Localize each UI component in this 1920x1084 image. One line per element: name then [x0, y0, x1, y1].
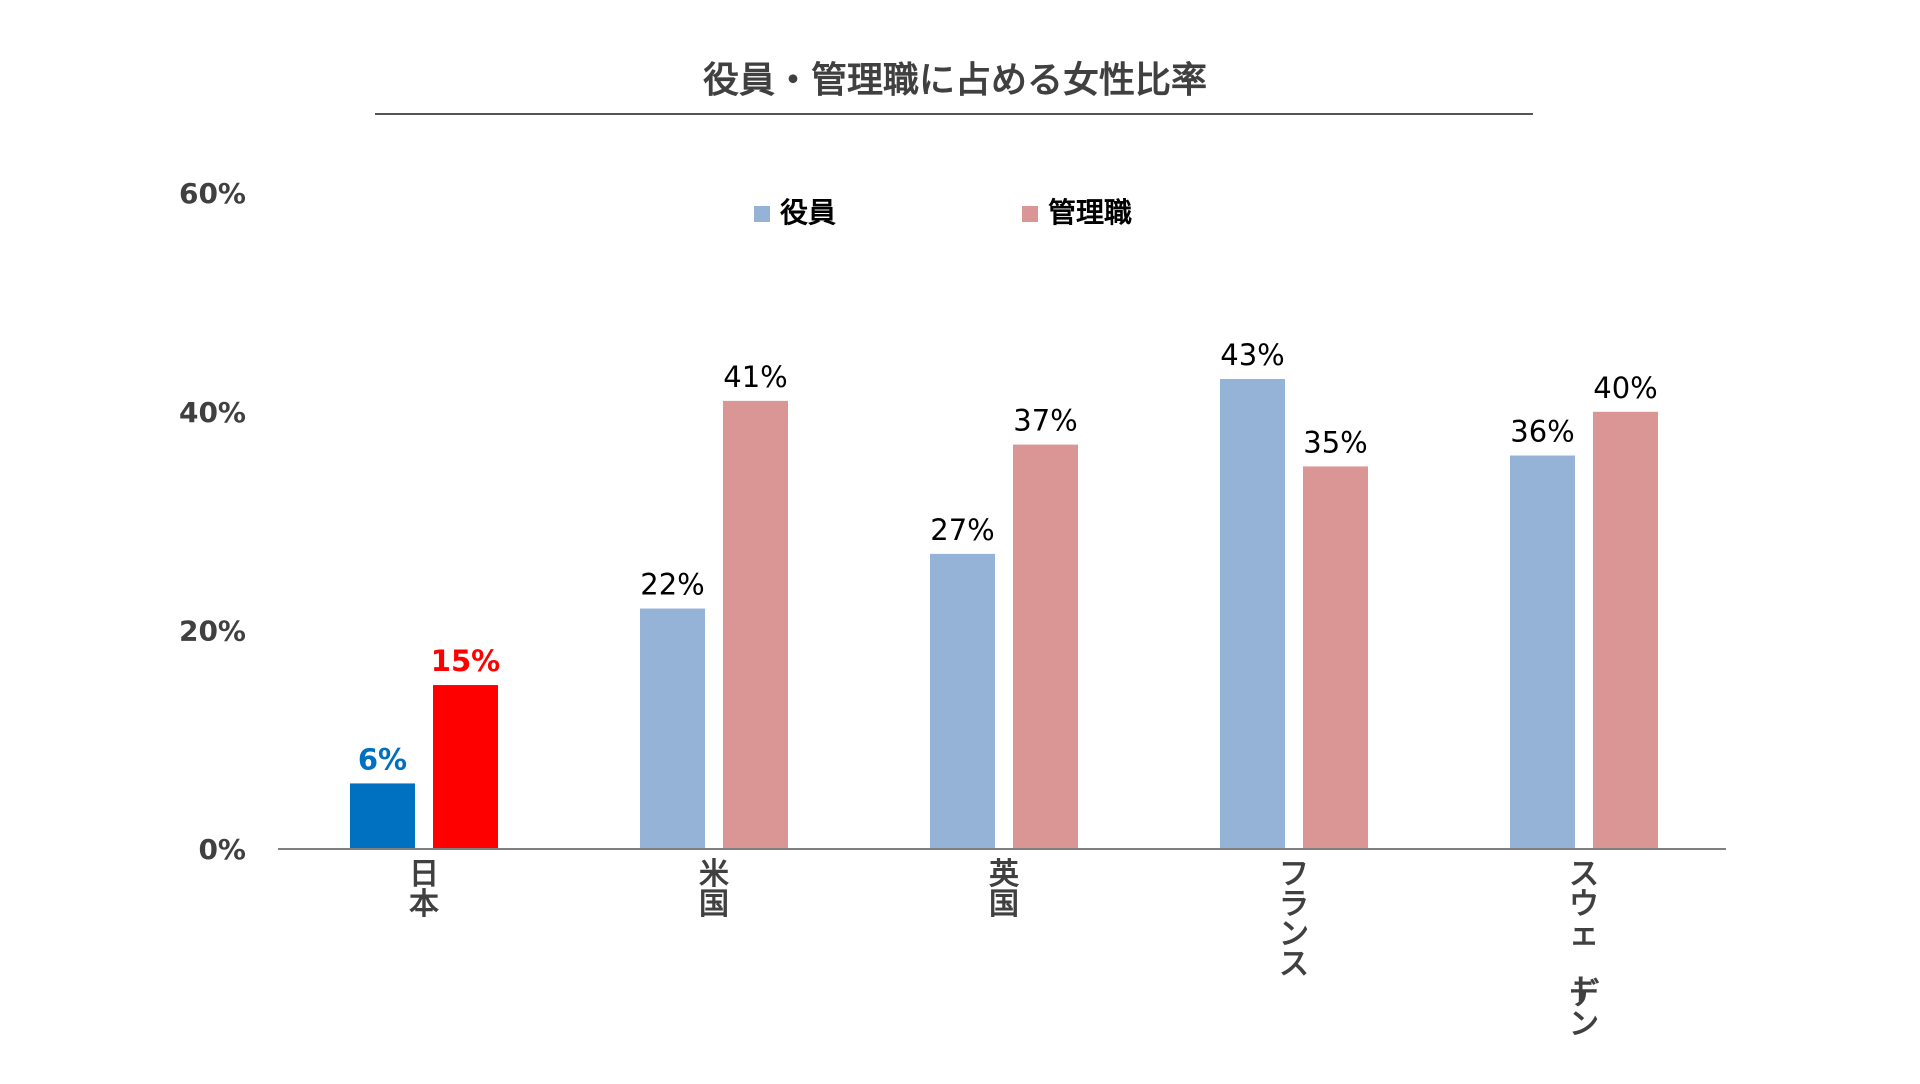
data-label: 22%: [640, 568, 704, 602]
bar-managers: [433, 685, 498, 849]
bar-managers: [1013, 444, 1078, 849]
x-axis: 日本 米国 英国 フランス スウェーデン: [409, 857, 1600, 1042]
legend-label: 管理職: [1048, 196, 1132, 229]
data-label: 35%: [1303, 425, 1367, 459]
legend-swatch: [1022, 206, 1038, 222]
legend: 役員 管理職: [754, 196, 1132, 229]
y-tick-label: 20%: [179, 614, 246, 647]
category-label: フランス: [1279, 857, 1309, 982]
category-label: 英国: [989, 857, 1020, 922]
bar-officers: [1220, 379, 1285, 849]
bar-managers: [1593, 411, 1658, 849]
data-label: 37%: [1013, 404, 1077, 438]
data-label: 15%: [431, 644, 500, 678]
y-tick-label: 0%: [198, 833, 246, 866]
category-label: 米国: [699, 857, 729, 922]
category-label: 日本: [409, 857, 439, 922]
bar-officers: [640, 608, 705, 849]
data-label: 27%: [930, 513, 994, 547]
legend-swatch: [754, 206, 770, 222]
bar-officers: [350, 783, 415, 849]
bar-officers: [930, 553, 995, 849]
bar-officers: [1510, 455, 1575, 849]
bars: [350, 379, 1658, 849]
y-tick-label: 60%: [179, 177, 246, 210]
legend-label: 役員: [780, 196, 836, 229]
data-label: 36%: [1510, 415, 1574, 449]
data-labels: 6% 15% 22% 41% 27% 37% 43% 35% 36% 40%: [358, 338, 1658, 776]
data-label: 40%: [1593, 371, 1657, 405]
y-axis: 0% 20% 40% 60%: [179, 177, 246, 866]
y-tick-label: 40%: [179, 396, 246, 429]
chart-title: 役員・管理職に占める女性比率: [703, 60, 1207, 101]
bar-managers: [1303, 466, 1368, 849]
category-label: スウェーデン: [1561, 857, 1600, 1042]
bar-managers: [723, 400, 788, 849]
data-label: 43%: [1220, 338, 1284, 372]
data-label: 41%: [723, 360, 787, 394]
data-label: 6%: [358, 742, 407, 776]
